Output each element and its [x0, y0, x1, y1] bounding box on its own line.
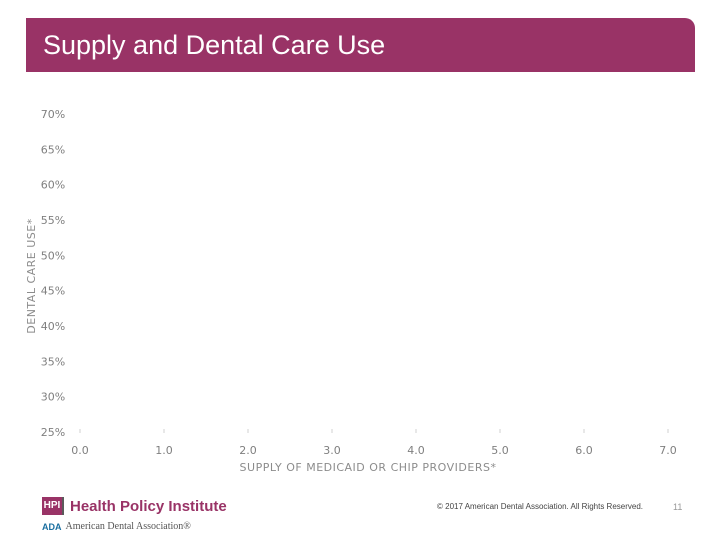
page-number: 11	[673, 502, 683, 512]
y-tick-label: 40%	[41, 320, 65, 333]
y-tick-label: 70%	[41, 108, 65, 121]
y-tick-label: 25%	[41, 426, 65, 439]
y-tick-label: 50%	[41, 249, 65, 262]
y-axis: 25% 30% 35% 40% 45% 50% 55% 60% 65% 70%	[41, 108, 65, 439]
ada-name: American Dental Association®	[65, 521, 191, 532]
copyright-text: © 2017 American Dental Association. All …	[437, 502, 643, 511]
slide-title: Supply and Dental Care Use	[43, 30, 386, 60]
x-tick-label: 4.0	[407, 444, 425, 457]
hpi-mark: HPI	[42, 497, 64, 515]
y-tick-label: 55%	[41, 214, 65, 227]
x-tick-label: 7.0	[659, 444, 677, 457]
ada-mark: ADA	[42, 521, 62, 532]
x-tick-label: 5.0	[491, 444, 509, 457]
hpi-name: Health Policy Institute	[70, 497, 227, 515]
x-axis-label: SUPPLY OF MEDICAID OR CHIP PROVIDERS*	[240, 461, 497, 474]
y-axis-label: DENTAL CARE USE*	[25, 218, 38, 333]
x-tick-label: 3.0	[323, 444, 341, 457]
y-tick-label: 45%	[41, 285, 65, 298]
x-tick-label: 6.0	[575, 444, 593, 457]
x-tick-label: 1.0	[155, 444, 173, 457]
y-tick-label: 65%	[41, 143, 65, 156]
scatter-chart: 25% 30% 35% 40% 45% 50% 55% 60% 65% 70% 0.0 1.0 2.0…	[25, 108, 677, 474]
y-tick-label: 60%	[41, 179, 65, 192]
ada-logo: ADA American Dental Association®	[42, 521, 191, 532]
hpi-logo: HPI Health Policy Institute	[42, 495, 227, 517]
title-bar: Supply and Dental Care Use	[26, 18, 695, 72]
x-axis: 0.0 1.0 2.0 3.0 4.0 5.0 6.0 7.0	[71, 429, 677, 457]
x-tick-label: 2.0	[239, 444, 257, 457]
y-tick-label: 30%	[41, 391, 65, 404]
y-tick-label: 35%	[41, 355, 65, 368]
x-tick-label: 0.0	[71, 444, 89, 457]
